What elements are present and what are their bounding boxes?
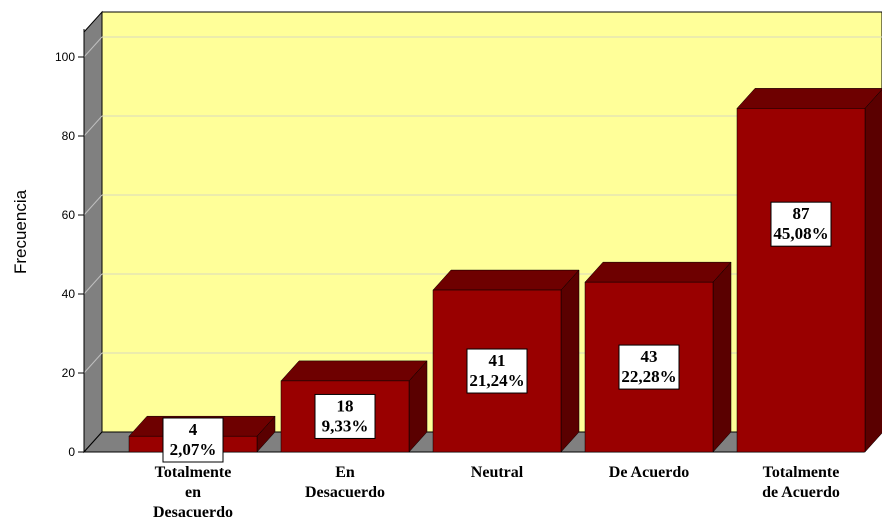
y-tick-label: 60 <box>62 208 76 222</box>
x-tick-label-line: En <box>335 464 355 481</box>
y-axis-label: Frecuencia <box>11 189 30 274</box>
x-tick-label-line: De Acuerdo <box>609 464 689 481</box>
x-tick-label-line: de Acuerdo <box>762 484 840 501</box>
y-tick-label: 20 <box>62 366 76 380</box>
x-tick-label-line: en <box>185 484 201 501</box>
bar-top <box>584 261 732 283</box>
gridline-side <box>83 352 103 374</box>
x-axis: Totalmente en Desacuerdo En Desacuerdo Neutra… <box>153 464 840 521</box>
data-label-percent: 2,07% <box>170 440 217 459</box>
bar-top <box>736 88 882 109</box>
data-label-count: 87 <box>793 204 811 223</box>
data-label-count: 4 <box>189 420 198 439</box>
x-tick-label-line: Desacuerdo <box>153 504 233 521</box>
x-tick-label: De Acuerdo <box>609 464 689 481</box>
data-label-box <box>466 348 528 394</box>
y-tick-label: 0 <box>68 445 75 459</box>
gridline-side <box>83 36 103 58</box>
y-axis: 0 20 40 60 80 100 <box>55 29 85 459</box>
data-label-box <box>162 417 224 463</box>
data-label-count: 41 <box>489 351 506 370</box>
data-label-percent: 45,08% <box>773 224 828 243</box>
x-tick-label: Totalmente de Acuerdo <box>762 464 840 501</box>
gridline-side <box>83 194 103 216</box>
y-tick-label: 100 <box>55 50 75 64</box>
data-label-box <box>770 201 832 247</box>
gridline-side <box>83 273 103 295</box>
y-tick-label: 40 <box>62 287 76 301</box>
data-label: 189,33% <box>314 393 376 439</box>
bar-top <box>280 360 428 382</box>
bar-front <box>736 108 866 453</box>
x-tick-label: Neutral <box>471 464 524 481</box>
data-label-percent: 21,24% <box>469 371 524 390</box>
x-tick-label: Totalmente en Desacuerdo <box>153 464 233 521</box>
x-tick-label-line: Desacuerdo <box>305 484 385 501</box>
plot-side-wall <box>83 10 103 454</box>
bar-side <box>560 269 580 453</box>
data-label-percent: 22,28% <box>621 367 676 386</box>
bar-top <box>432 269 580 291</box>
data-label-count: 43 <box>641 347 658 366</box>
data-label-box <box>314 393 376 439</box>
x-tick-label-line: Totalmente <box>155 464 232 481</box>
gridline-side <box>83 115 103 137</box>
data-label-percent: 9,33% <box>322 416 369 435</box>
bar-side <box>712 261 732 453</box>
bar-1: 42,07% <box>128 415 276 463</box>
data-label-count: 18 <box>337 396 354 415</box>
x-tick-label-line: Totalmente <box>763 464 840 481</box>
data-label-box <box>618 344 680 390</box>
y-tick-label: 80 <box>62 129 76 143</box>
bar-side <box>864 89 882 453</box>
bar-2: 189,33% <box>280 360 428 453</box>
data-label: 42,07% <box>162 417 224 463</box>
x-tick-label-line: Neutral <box>471 464 524 481</box>
x-tick-label: En Desacuerdo <box>305 464 385 501</box>
